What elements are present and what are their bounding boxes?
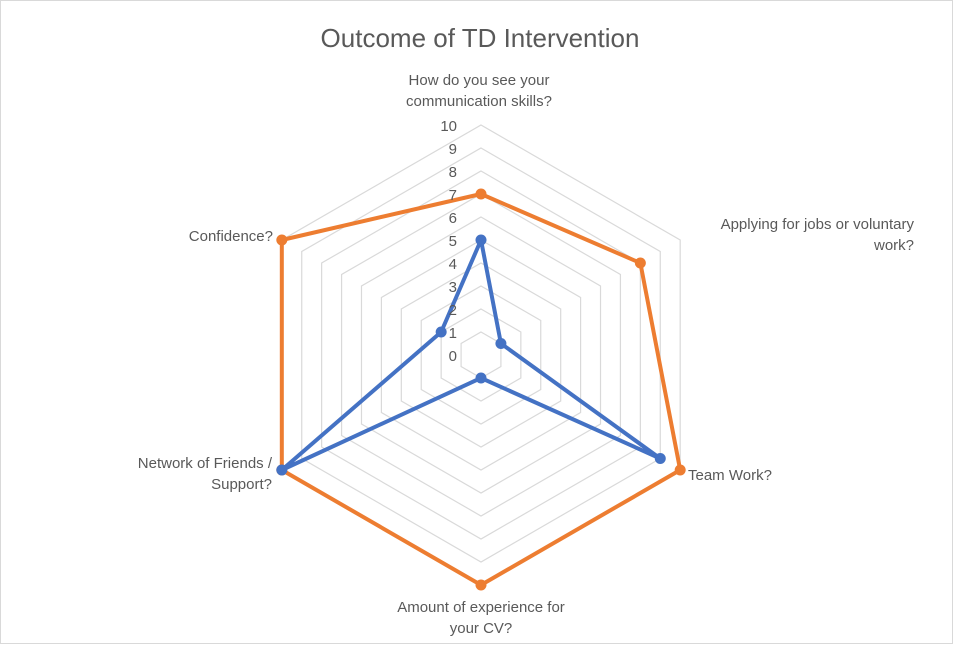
radial-tick-labels: 0 1 2 3 4 5 6 7 8 9 10 (440, 118, 457, 365)
axis-label-line: Network of Friends / (138, 455, 273, 472)
series-point (435, 326, 447, 338)
tick-label: 10 (440, 118, 457, 135)
grid-ring (380, 239, 582, 471)
tick-label: 5 (449, 233, 457, 250)
axis-label: Network of Friends / Support? (138, 455, 273, 493)
grid-ring (460, 331, 502, 379)
series-point (475, 372, 487, 384)
series-line (279, 238, 663, 472)
tick-label: 6 (449, 210, 457, 227)
grid-ring (420, 285, 542, 425)
series-point (276, 234, 288, 246)
tick-label: 1 (449, 325, 457, 342)
grid-ring (340, 193, 622, 517)
axis-label-line: Applying for jobs or voluntary (721, 216, 915, 233)
axis-label-line: Support? (211, 476, 272, 493)
series-point (634, 257, 646, 269)
series-point (475, 234, 487, 246)
tick-label: 9 (449, 141, 457, 158)
tick-label: 4 (449, 256, 457, 273)
tick-label: 3 (449, 279, 457, 296)
chart-title: Outcome of TD Intervention (321, 23, 640, 53)
tick-label: 0 (449, 348, 457, 365)
series-point (654, 453, 666, 464)
tick-label: 7 (449, 187, 457, 204)
grid-ring (321, 170, 641, 540)
axis-label: How do you see your communication skills? (406, 72, 552, 110)
axis-label: Team Work? (688, 467, 772, 484)
series-point (475, 579, 487, 591)
axis-label-line: Amount of experience for (397, 599, 565, 616)
axis-label: Applying for jobs or voluntary work? (721, 216, 915, 254)
series-point (475, 188, 487, 200)
grid-ring (400, 262, 562, 448)
axis-label-line: communication skills? (406, 93, 552, 110)
series-point (276, 464, 288, 476)
axis-label-line: your CV? (450, 620, 513, 637)
series-point (495, 338, 507, 349)
tick-label: 2 (449, 302, 457, 319)
axis-label-line: Confidence? (189, 228, 273, 245)
grid-ring (301, 147, 661, 563)
grid-ring (360, 216, 602, 494)
axis-label-line: work? (873, 237, 914, 254)
axis-label-line: How do you see your (409, 72, 550, 89)
axis-label: Amount of experience for your CV? (397, 599, 565, 637)
tick-label: 8 (449, 164, 457, 181)
axis-label-line: Team Work? (688, 467, 772, 484)
radar-series (276, 188, 686, 591)
axis-label: Confidence? (189, 228, 273, 245)
series-point (674, 464, 686, 476)
axis-labels: How do you see your communication skills?… (138, 72, 915, 637)
